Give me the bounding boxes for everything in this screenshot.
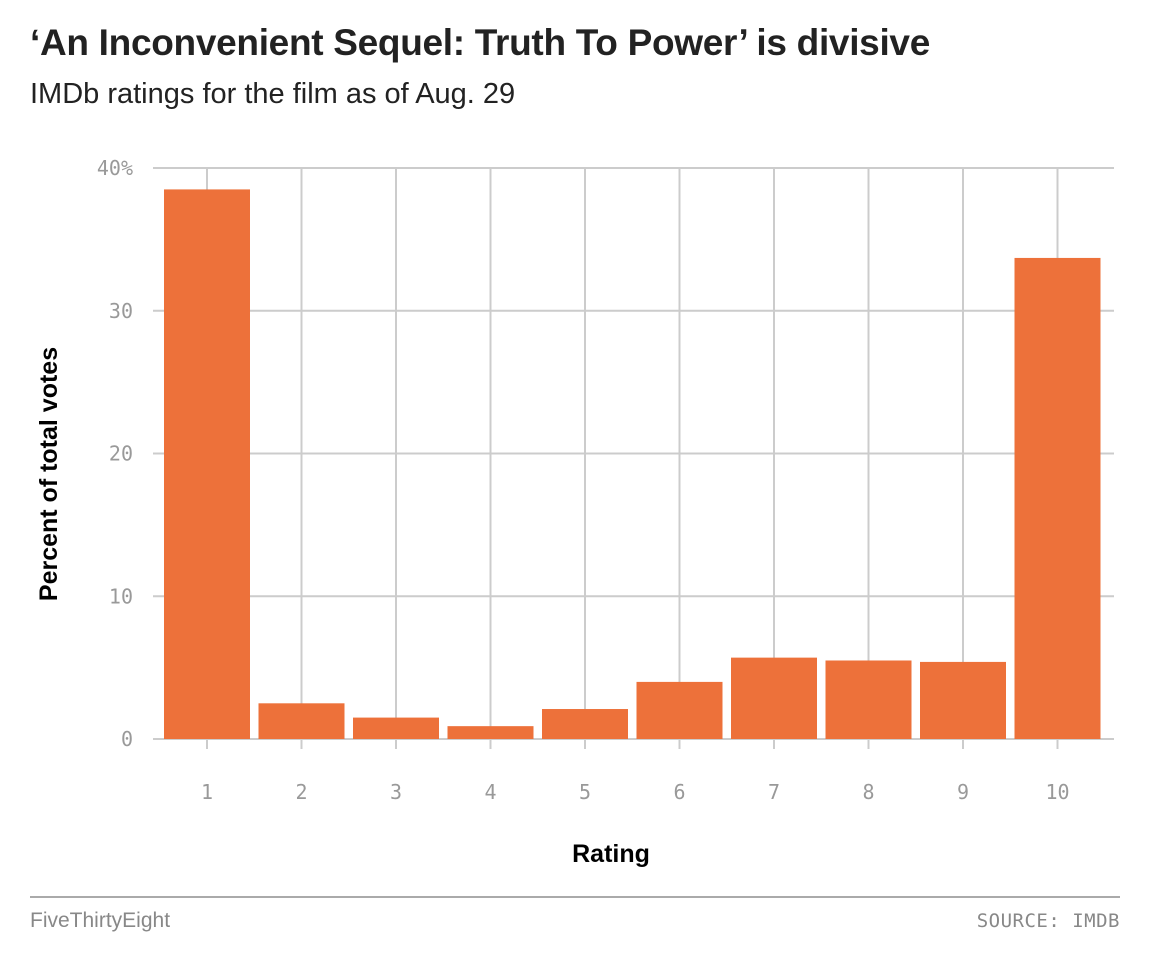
y-tick-labels: 0 10 20 30 40% xyxy=(97,156,133,751)
y-tick-label: 20 xyxy=(109,442,133,466)
grid-lines xyxy=(153,167,1114,749)
x-tick-label: 7 xyxy=(768,780,780,804)
x-tick-label: 1 xyxy=(201,780,213,804)
x-tick-label: 4 xyxy=(484,780,496,804)
chart-subtitle: IMDb ratings for the film as of Aug. 29 xyxy=(30,78,516,110)
bar-rating-2 xyxy=(258,703,345,739)
x-tick-labels: 1 2 3 4 5 6 7 8 9 10 xyxy=(201,780,1070,804)
bar-rating-9 xyxy=(920,661,1006,739)
x-tick-label: 6 xyxy=(673,780,685,804)
x-tick-label: 10 xyxy=(1045,780,1069,804)
bar-rating-7 xyxy=(731,657,817,739)
bar-rating-8 xyxy=(825,660,912,739)
bars xyxy=(164,189,1101,740)
x-tick-label: 2 xyxy=(295,780,307,804)
x-tick-label: 5 xyxy=(579,780,591,804)
y-tick-label: 30 xyxy=(109,299,133,323)
y-tick-label: 10 xyxy=(109,584,133,608)
y-axis-title: Percent of total votes xyxy=(35,347,63,601)
bar-rating-1 xyxy=(164,189,250,740)
y-tick-label: 40% xyxy=(97,156,133,180)
bar-chart: 0 10 20 30 40% 1 2 3 4 5 6 7 8 9 10 Percent of total … xyxy=(35,156,1114,868)
bar-rating-10 xyxy=(1014,257,1101,739)
bar-rating-5 xyxy=(542,709,628,739)
bar-rating-6 xyxy=(636,681,723,739)
bar-rating-4 xyxy=(447,726,534,739)
source-label: SOURCE: IMDB xyxy=(976,910,1120,932)
x-tick-label: 3 xyxy=(390,780,402,804)
x-tick-label: 9 xyxy=(957,780,969,804)
x-axis-title: Rating xyxy=(572,840,650,868)
x-tick-label: 8 xyxy=(862,780,874,804)
y-tick-label: 0 xyxy=(121,727,133,751)
brand-label: FiveThirtyEight xyxy=(30,909,171,932)
bar-rating-3 xyxy=(353,717,439,739)
footer-divider xyxy=(30,896,1120,898)
chart-title: ‘An Inconvenient Sequel: Truth To Power’… xyxy=(30,22,930,63)
